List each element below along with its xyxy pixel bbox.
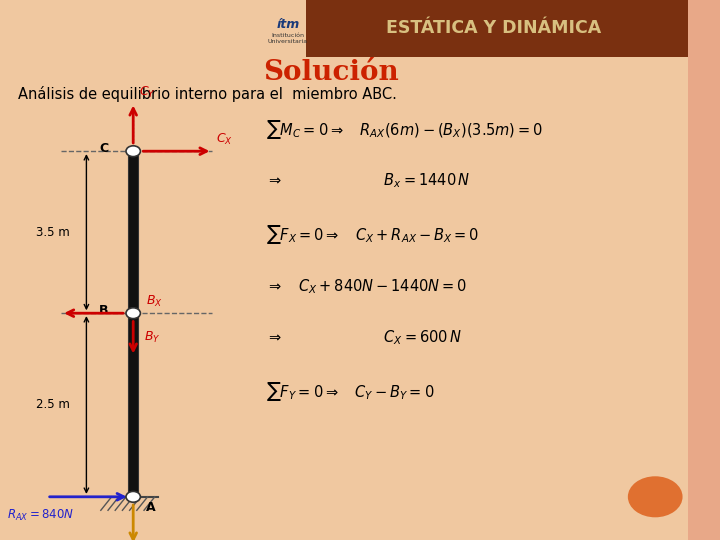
Text: 3.5 m: 3.5 m xyxy=(36,226,70,239)
Text: $\sum M_C = 0 \Rightarrow \quad R_{AX}(6m)-(B_X)(3.5m) = 0$: $\sum M_C = 0 \Rightarrow \quad R_{AX}(6… xyxy=(266,118,543,141)
Text: $\sum F_X = 0 \Rightarrow \quad C_X + R_{AX} - B_X = 0$: $\sum F_X = 0 \Rightarrow \quad C_X + R_… xyxy=(266,224,480,246)
Text: $\sum F_Y = 0 \Rightarrow \quad C_Y - B_Y = 0$: $\sum F_Y = 0 \Rightarrow \quad C_Y - B_… xyxy=(266,380,435,403)
Bar xyxy=(274,0,306,57)
Text: Institución
Universitaria: Institución Universitaria xyxy=(268,33,308,44)
Text: C: C xyxy=(99,142,108,155)
Bar xyxy=(128,151,138,497)
Text: $C_X$: $C_X$ xyxy=(216,132,233,147)
Text: 2.5 m: 2.5 m xyxy=(36,399,70,411)
Text: $\Rightarrow \qquad\qquad\qquad\quad B_x = 1440\,N$: $\Rightarrow \qquad\qquad\qquad\quad B_x… xyxy=(266,172,471,190)
Text: Solución: Solución xyxy=(264,59,399,86)
Text: ítm: ítm xyxy=(276,18,300,31)
Text: B: B xyxy=(99,304,108,317)
Text: Análisis de equilibrio interno para el  miembro ABC.: Análisis de equilibrio interno para el m… xyxy=(18,86,397,103)
Text: ESTÁTICA Y DINÁMICA: ESTÁTICA Y DINÁMICA xyxy=(386,19,600,37)
Text: $B_Y$: $B_Y$ xyxy=(144,330,161,345)
Bar xyxy=(302,0,688,57)
Circle shape xyxy=(126,491,140,502)
Text: A: A xyxy=(146,501,156,514)
Circle shape xyxy=(126,308,140,319)
Text: $B_X$: $B_X$ xyxy=(146,294,163,309)
Circle shape xyxy=(628,476,683,517)
Text: $R_{AX}=840N$: $R_{AX}=840N$ xyxy=(7,508,74,523)
Circle shape xyxy=(126,146,140,157)
Text: $C_Y$: $C_Y$ xyxy=(139,85,156,100)
Text: $\Rightarrow \quad C_X + 840N - 1440N = 0$: $\Rightarrow \quad C_X + 840N - 1440N = … xyxy=(266,277,467,295)
Text: $\Rightarrow \qquad\qquad\qquad\quad C_X = 600\,N$: $\Rightarrow \qquad\qquad\qquad\quad C_X… xyxy=(266,328,462,347)
Bar xyxy=(688,0,720,540)
